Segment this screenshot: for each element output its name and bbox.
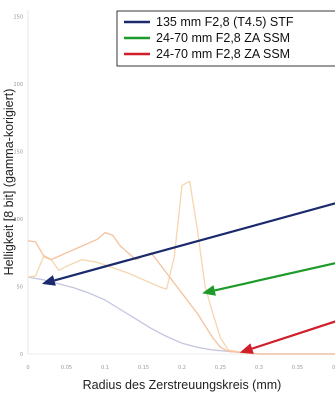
y-tick-label: 200 [13,82,23,88]
arrow-head-1 [202,285,216,296]
x-tick-label: 0.35 [292,365,303,371]
arrow-head-0 [41,275,56,286]
x-tick-label: 0.2 [178,365,186,371]
y-tick-label: 150 [13,150,23,156]
x-tick-label: 0.25 [215,365,226,371]
series-line-0 [27,276,335,355]
legend-label-0: 135 mm F2,8 (T4.5) STF [156,15,294,29]
x-tick-label: 0.15 [138,365,149,371]
y-tick-label: 250 [13,15,23,21]
legend: 135 mm F2,8 (T4.5) STF 24-70 mm F2,8 ZA … [116,10,335,67]
x-tick-label: 0.05 [61,365,72,371]
x-tick-label: 0 [26,365,29,371]
legend-entry: 24-70 mm F2,8 ZA SSM [124,47,290,61]
arrow-head-2 [239,343,254,354]
y-tick-label: 100 [13,217,23,223]
y-tick-labels: 0 50 100 150 200 250 [13,15,23,358]
arrow-line-2 [251,320,335,350]
legend-arrows [41,202,335,354]
legend-entry: 135 mm F2,8 (T4.5) STF [124,15,294,29]
x-tick-label: 0.4 [332,365,335,371]
series-line-2 [27,231,335,355]
x-tick-label: 0.1 [101,365,109,371]
x-tick-labels: 0 0.05 0.1 0.15 0.2 0.25 0.3 0.35 0.4 [26,365,335,371]
legend-label-2: 24-70 mm F2,8 ZA SSM [156,47,290,61]
series-line-1 [27,180,335,355]
arrow-line-0 [54,202,335,282]
x-tick-label: 0.3 [255,365,263,371]
legend-label-1: 24-70 mm F2,8 ZA SSM [156,31,290,45]
y-axis-title: Helligkeit [8 bit] (gamma-korigiert) [2,89,16,276]
y-tick-label: 0 [20,352,23,358]
legend-entry: 24-70 mm F2,8 ZA SSM [124,31,290,45]
arrow-line-1 [214,262,335,292]
x-axis-title: Radius des Zerstreuungskreis (mm) [83,378,282,392]
series-curves [27,180,335,355]
legend-box [116,10,335,67]
y-tick-label: 50 [17,285,23,291]
